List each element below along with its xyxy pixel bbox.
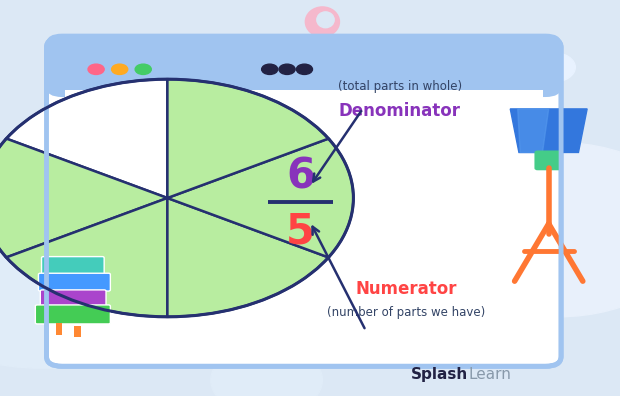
FancyBboxPatch shape	[65, 63, 542, 87]
Ellipse shape	[61, 173, 94, 215]
Text: 6: 6	[286, 155, 315, 197]
Wedge shape	[167, 198, 329, 317]
Circle shape	[112, 64, 128, 74]
Wedge shape	[6, 198, 167, 317]
FancyBboxPatch shape	[534, 150, 563, 170]
FancyBboxPatch shape	[38, 273, 110, 291]
Text: 5: 5	[286, 211, 315, 253]
Text: Splash: Splash	[411, 367, 468, 382]
Circle shape	[135, 64, 151, 74]
FancyBboxPatch shape	[42, 257, 104, 274]
Circle shape	[296, 64, 312, 74]
Polygon shape	[518, 109, 549, 152]
Circle shape	[0, 147, 217, 368]
Circle shape	[279, 64, 295, 74]
Circle shape	[88, 64, 104, 74]
Text: (total parts in whole): (total parts in whole)	[338, 80, 462, 93]
FancyBboxPatch shape	[40, 290, 106, 306]
Text: Numerator: Numerator	[355, 280, 457, 298]
Text: Learn: Learn	[468, 367, 511, 382]
Wedge shape	[6, 79, 167, 198]
FancyBboxPatch shape	[46, 38, 561, 366]
Circle shape	[422, 143, 620, 317]
FancyBboxPatch shape	[35, 305, 110, 324]
FancyBboxPatch shape	[46, 34, 561, 97]
FancyBboxPatch shape	[65, 90, 542, 354]
Circle shape	[211, 345, 322, 396]
Circle shape	[262, 64, 278, 74]
Ellipse shape	[317, 12, 334, 28]
Ellipse shape	[306, 7, 340, 37]
Circle shape	[528, 52, 575, 82]
Text: (number of parts we have): (number of parts we have)	[327, 307, 485, 319]
Wedge shape	[167, 79, 329, 198]
Polygon shape	[510, 109, 587, 152]
Ellipse shape	[41, 164, 102, 240]
Text: Denominator: Denominator	[339, 102, 461, 120]
Wedge shape	[167, 139, 353, 257]
FancyBboxPatch shape	[74, 326, 81, 337]
Wedge shape	[0, 139, 167, 257]
FancyBboxPatch shape	[56, 323, 62, 335]
